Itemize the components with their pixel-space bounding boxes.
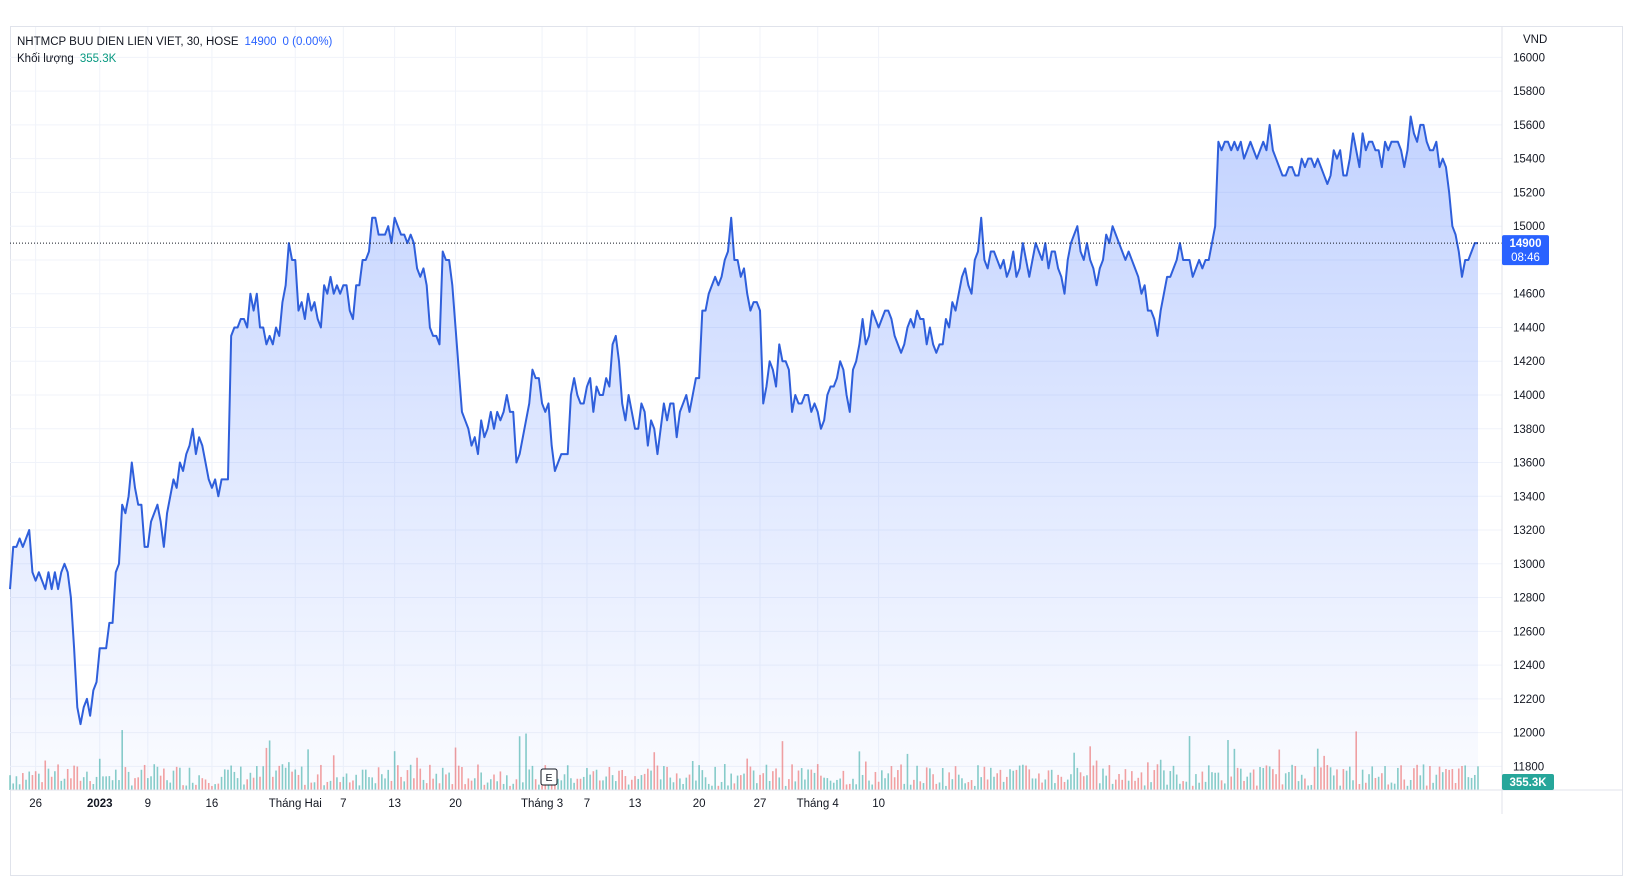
y-tick-label: 15000 (1513, 221, 1545, 233)
last-price-value: 14900 (244, 36, 277, 48)
y-tick-label: 14200 (1513, 356, 1545, 368)
x-tick-label: 10 (872, 798, 885, 810)
last-price-tag: 14900 08:46 (1502, 235, 1549, 266)
symbol-title: NHTMCP BUU DIEN LIEN VIET, 30, HOSE (17, 36, 239, 48)
x-tick-label: 13 (629, 798, 642, 810)
y-tick-label: 14000 (1513, 390, 1545, 402)
y-tick-label: 12600 (1513, 626, 1545, 638)
y-tick-label: 14400 (1513, 322, 1545, 334)
y-tick-label: 15200 (1513, 187, 1545, 199)
x-tick-label: 7 (584, 798, 590, 810)
price-area-fill (10, 116, 1478, 791)
event-marker-label: E (545, 772, 552, 784)
x-tick-label: 9 (145, 798, 151, 810)
x-tick-label: 7 (340, 798, 346, 810)
y-tick-label: 14600 (1513, 289, 1545, 301)
bar-countdown: 08:46 (1511, 252, 1540, 264)
y-tick-label: 13000 (1513, 559, 1545, 571)
y-tick-label: 13800 (1513, 424, 1545, 436)
chart-legend: NHTMCP BUU DIEN LIEN VIET, 30, HOSE 14900… (17, 34, 332, 68)
y-tick-label: 15600 (1513, 120, 1545, 132)
y-tick-label: 16000 (1513, 52, 1545, 64)
x-tick-label: Tháng Hai (269, 798, 322, 810)
x-tick-label: 16 (206, 798, 219, 810)
x-tick-label: 2023 (87, 798, 113, 810)
price-line (9, 115, 1478, 726)
last-price-tag-value: 14900 (1510, 238, 1542, 250)
x-tick-label: 20 (693, 798, 706, 810)
y-tick-label: 12200 (1513, 694, 1545, 706)
chart-frame (10, 26, 1623, 876)
y-tick-label: 13200 (1513, 525, 1545, 537)
price-change-value: 0 (0.00%) (282, 36, 333, 48)
price-axis[interactable]: 11800 12000 12200 12400 12600 12800 13000 13200… (1513, 52, 1545, 773)
y-tick-label: 13600 (1513, 458, 1545, 470)
y-tick-label: 12000 (1513, 728, 1545, 740)
volume-label: Khối lượng (17, 53, 74, 65)
y-tick-label: 13400 (1513, 491, 1545, 503)
x-tick-label: Tháng 4 (797, 798, 840, 810)
x-tick-label: 13 (388, 798, 401, 810)
y-tick-label: 15800 (1513, 86, 1545, 98)
volume-tag-value: 355.3K (1509, 777, 1547, 789)
y-tick-label: 11800 (1513, 761, 1544, 773)
x-tick-label: 27 (754, 798, 767, 810)
currency-label: VND (1523, 34, 1547, 46)
volume-tag: 355.3K (1502, 774, 1554, 790)
time-axis[interactable]: 26 2023 9 16 Tháng Hai 7 13 20 Tháng 3 7 13 20 27 Thá… (29, 798, 885, 810)
earnings-event-marker[interactable]: E (540, 768, 558, 786)
x-tick-label: Tháng 3 (521, 798, 563, 810)
x-tick-label: 20 (449, 798, 462, 810)
y-tick-label: 12400 (1513, 660, 1545, 672)
x-tick-label: 26 (29, 798, 42, 810)
volume-value: 355.3K (79, 53, 117, 65)
y-tick-label: 12800 (1513, 593, 1545, 605)
y-tick-label: 15400 (1513, 154, 1545, 166)
